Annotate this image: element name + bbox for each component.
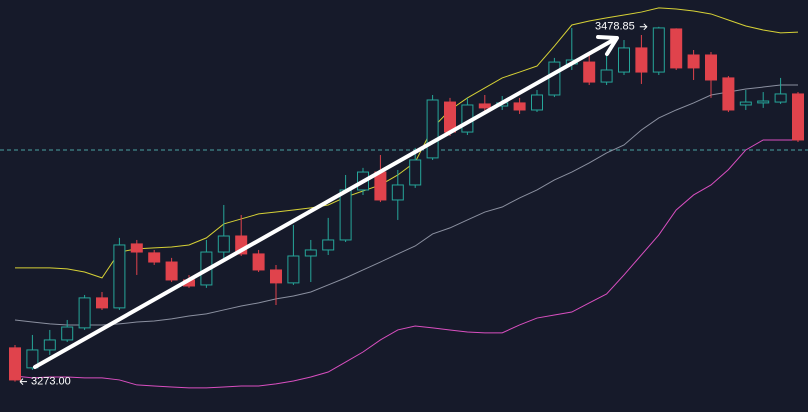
candle-body xyxy=(148,252,161,263)
high-label-arrow xyxy=(639,23,648,31)
candle-body xyxy=(391,184,404,201)
candle-body xyxy=(96,297,108,309)
candle-body xyxy=(687,54,700,69)
candle-body xyxy=(444,101,456,133)
candle-body xyxy=(165,261,178,281)
candle-body xyxy=(235,235,248,255)
trend-arrow xyxy=(33,35,619,369)
candle-body xyxy=(722,77,735,111)
candle-body xyxy=(113,244,126,309)
candle-body xyxy=(9,347,21,381)
candle-body xyxy=(600,69,613,83)
candle-body xyxy=(739,101,752,106)
candle-body xyxy=(757,100,770,104)
candle-body xyxy=(304,249,317,257)
candle-body xyxy=(287,255,300,284)
candle-body xyxy=(270,269,282,284)
high-label: 3478.85 xyxy=(595,21,635,33)
candle-body xyxy=(426,99,439,159)
candle-body xyxy=(130,243,143,253)
candle-body xyxy=(478,103,491,109)
candle-body xyxy=(531,94,543,111)
trend-arrow-head xyxy=(596,35,619,56)
candle-body xyxy=(217,235,230,253)
candle-body xyxy=(652,27,665,73)
candle-body xyxy=(670,28,683,69)
low-label: 3273.00 xyxy=(31,376,71,388)
trend-arrow-line xyxy=(33,37,617,369)
low-label-arrow xyxy=(19,378,27,386)
candle-body xyxy=(705,54,717,81)
candle-body xyxy=(548,61,561,96)
candle-body xyxy=(635,47,648,73)
band-middle xyxy=(14,84,798,326)
candle-body xyxy=(618,47,630,73)
candle-body xyxy=(374,171,387,201)
candle-body xyxy=(26,349,39,369)
candle-body xyxy=(792,93,804,141)
plot: 3478.85 3273.00 xyxy=(0,7,808,389)
candle-body xyxy=(583,61,596,83)
candle-body xyxy=(61,326,74,341)
candle-body xyxy=(322,239,335,251)
candle-body xyxy=(339,189,352,241)
band-lower xyxy=(14,139,798,389)
candle-body xyxy=(43,339,56,351)
candle-body xyxy=(409,159,422,186)
candle-body xyxy=(252,253,265,271)
candle-body xyxy=(513,102,526,111)
candle-body xyxy=(774,93,787,103)
candle-body xyxy=(78,297,91,329)
band-upper xyxy=(15,7,799,279)
